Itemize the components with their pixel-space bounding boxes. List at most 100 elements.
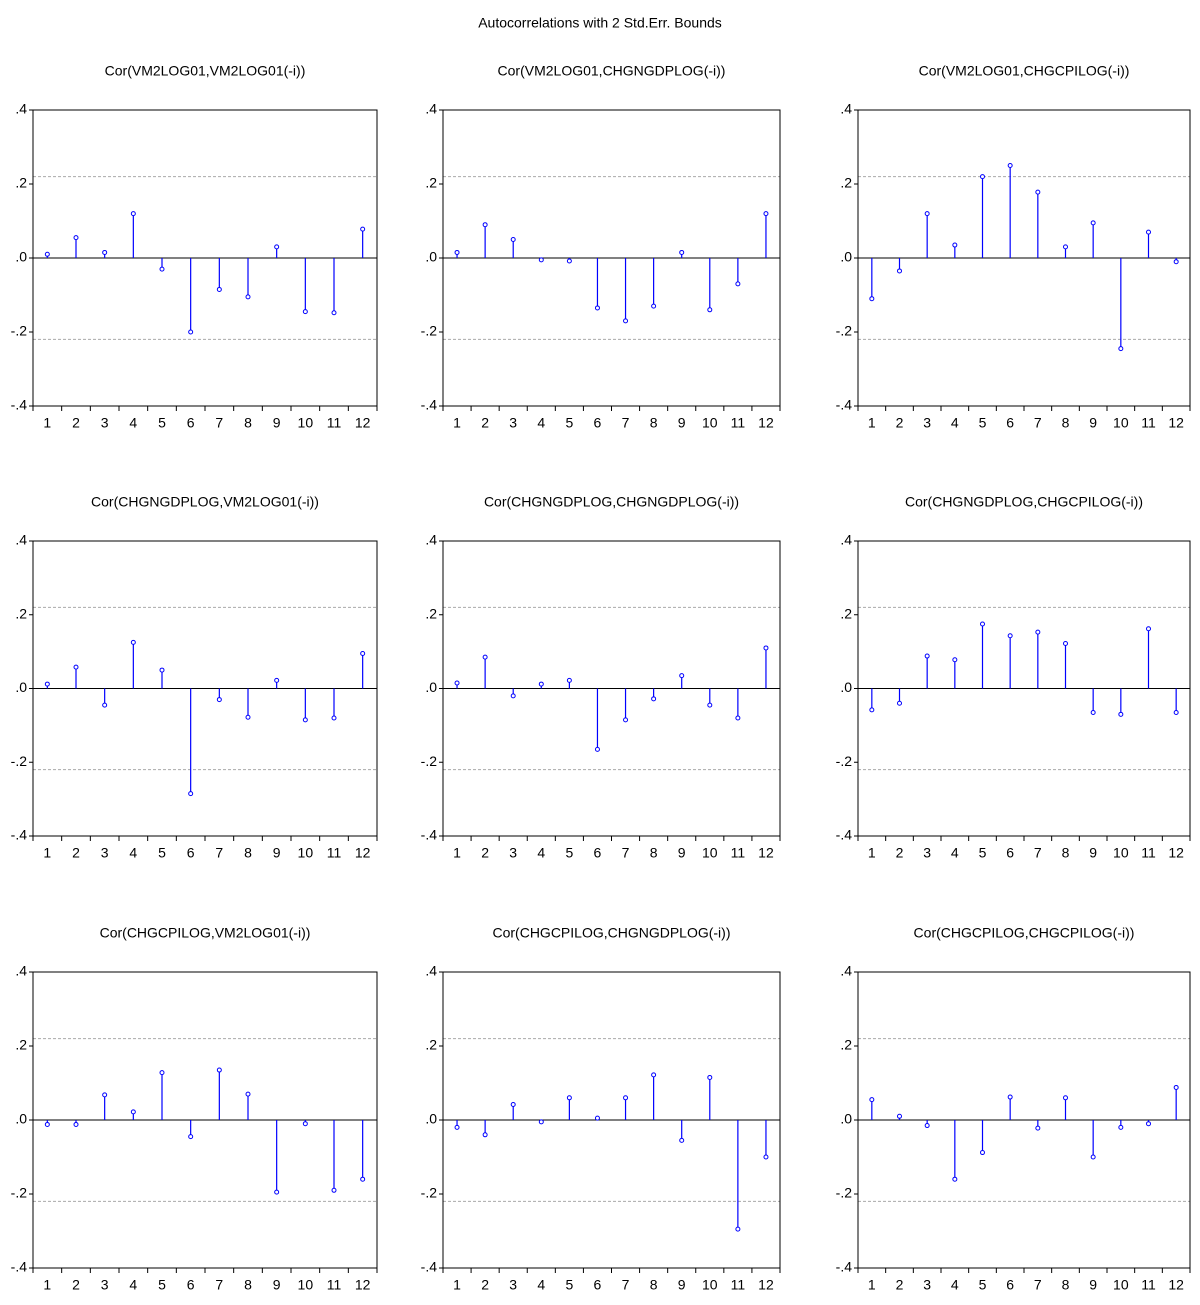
- x-tick-label: 4: [129, 415, 137, 431]
- y-tick-label: .4: [840, 101, 852, 117]
- y-tick-label: .0: [840, 1111, 852, 1127]
- x-tick-label: 5: [158, 845, 166, 861]
- x-tick-label: 1: [453, 1277, 461, 1293]
- plot-frame: [32, 109, 378, 407]
- stem-head: [1118, 346, 1124, 352]
- x-tick-label: 11: [731, 415, 746, 431]
- x-tick-label: 5: [158, 415, 166, 431]
- stem-head: [274, 1189, 280, 1195]
- stem-head: [1063, 244, 1068, 250]
- stem-head: [510, 237, 516, 242]
- x-tick-label: 10: [702, 415, 718, 431]
- x-tick-label: 3: [101, 845, 109, 861]
- stem-head: [130, 211, 136, 217]
- stem-head: [707, 307, 713, 313]
- x-tick-label: 9: [273, 1277, 281, 1293]
- y-tick-label: -.2: [11, 753, 28, 769]
- stem-head: [707, 702, 713, 708]
- panel-title: Cor(VM2LOG01,CHGNGDPLOG(-i)): [498, 63, 726, 79]
- plot-frame: [32, 971, 378, 1269]
- y-tick-label: -.2: [11, 1185, 28, 1201]
- y-tick-label: .4: [425, 101, 437, 117]
- x-tick-label: 10: [1113, 845, 1129, 861]
- x-tick-label: 10: [298, 1277, 314, 1293]
- stem-head: [952, 242, 958, 248]
- y-tick-label: -.2: [836, 1185, 853, 1201]
- stem-head: [538, 1119, 544, 1125]
- y-tick-label: -.4: [421, 397, 438, 413]
- y-tick-label: .2: [425, 1037, 437, 1053]
- x-tick-label: 7: [1034, 845, 1042, 861]
- x-tick-label: 1: [868, 845, 876, 861]
- stem-head: [897, 1113, 902, 1119]
- stem-head: [159, 1070, 165, 1076]
- panel-title: Cor(VM2LOG01,VM2LOG01(-i)): [105, 63, 306, 79]
- y-tick-label: .4: [15, 532, 27, 548]
- x-tick-label: 7: [215, 1277, 223, 1293]
- x-tick-label: 1: [453, 415, 461, 431]
- y-tick-label: .0: [425, 679, 437, 695]
- stem-head: [1090, 220, 1096, 226]
- y-tick-label: -.4: [11, 397, 28, 413]
- x-tick-label: 1: [43, 845, 51, 861]
- x-tick-label: 12: [758, 415, 774, 431]
- stem-head: [924, 211, 930, 217]
- stem-head: [454, 680, 460, 686]
- y-tick-label: -.4: [421, 827, 438, 843]
- plot-frame: [442, 971, 781, 1269]
- stem-head: [331, 1187, 337, 1193]
- x-tick-label: 4: [537, 415, 545, 431]
- x-tick-label: 6: [594, 415, 602, 431]
- stem-head: [897, 700, 902, 706]
- plot-frame: [32, 540, 378, 837]
- stem-head: [623, 318, 629, 324]
- x-tick-label: 12: [355, 845, 371, 861]
- x-tick-label: 12: [758, 1277, 774, 1293]
- y-tick-label: -.4: [11, 827, 28, 843]
- x-tick-label: 6: [1006, 845, 1014, 861]
- stem-head: [1063, 641, 1068, 647]
- stem-head: [1118, 711, 1124, 717]
- stem-head: [130, 639, 136, 645]
- stem-head: [679, 673, 685, 679]
- stem-head: [1146, 1121, 1151, 1127]
- x-tick-label: 4: [537, 1277, 545, 1293]
- x-tick-label: 2: [896, 845, 904, 861]
- x-tick-label: 7: [622, 845, 630, 861]
- stem-head: [651, 303, 657, 309]
- x-tick-label: 6: [1006, 415, 1014, 431]
- stem-head: [454, 249, 460, 255]
- x-tick-label: 5: [979, 845, 987, 861]
- x-tick-label: 12: [1168, 1277, 1184, 1293]
- stem-head: [594, 746, 600, 752]
- stem-head: [869, 707, 875, 713]
- x-tick-label: 2: [481, 845, 489, 861]
- x-tick-label: 12: [1168, 845, 1184, 861]
- stem-head: [1007, 163, 1013, 168]
- stem-head: [679, 249, 685, 255]
- stem-head: [216, 697, 222, 703]
- y-tick-label: .2: [840, 175, 852, 191]
- stem-head: [482, 1132, 488, 1138]
- x-tick-label: 12: [758, 845, 774, 861]
- x-tick-label: 5: [565, 415, 573, 431]
- x-tick-label: 6: [1006, 1277, 1014, 1293]
- stem-head: [679, 1137, 685, 1143]
- stem-head: [510, 1101, 516, 1107]
- x-tick-label: 3: [509, 845, 517, 861]
- x-tick-label: 1: [453, 845, 461, 861]
- stem-head: [73, 235, 79, 241]
- x-tick-label: 11: [327, 415, 342, 431]
- stem-head: [980, 174, 985, 180]
- x-tick-label: 2: [481, 1277, 489, 1293]
- x-tick-label: 1: [43, 415, 51, 431]
- stem-head: [952, 657, 958, 663]
- y-tick-label: .4: [425, 963, 437, 979]
- stem-head: [1090, 709, 1096, 715]
- x-tick-label: 2: [896, 1277, 904, 1293]
- stem-head: [188, 791, 194, 797]
- y-tick-label: -.4: [836, 1259, 853, 1275]
- x-tick-label: 3: [509, 415, 517, 431]
- y-tick-label: -.4: [421, 1259, 438, 1275]
